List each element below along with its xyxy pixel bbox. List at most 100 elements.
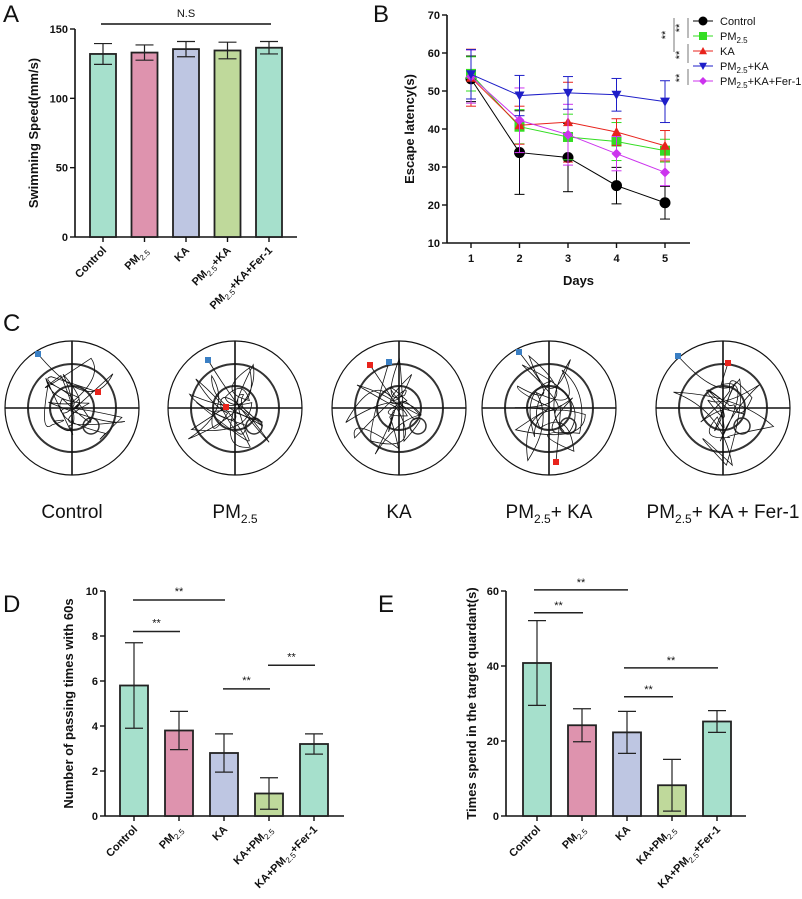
bar (130, 51, 159, 238)
track-label: PM2.5 (212, 502, 258, 526)
significance-label: ** (242, 675, 251, 687)
legend-label: Control (720, 16, 755, 28)
x-axis-label: Days (563, 273, 594, 288)
swim-path (514, 351, 586, 463)
legend-label: PM2.5 (720, 31, 748, 45)
start-marker (205, 357, 211, 363)
panel-c-swim-tracks: Control PM2.5 KA PM2.5+ KA PM2.5+ KA + Fer-1 (4, 340, 800, 526)
track-plot: PM2.5 (167, 340, 303, 526)
y-axis-label: Times spend in the target quardant(s) (464, 587, 479, 819)
y-tick-label: 20 (428, 200, 440, 212)
marker-diamond (660, 167, 670, 178)
significance-label: N.S (177, 8, 195, 20)
bar (89, 53, 117, 238)
y-axis-label: Number of passing times with 60s (61, 598, 76, 808)
marker-triangle-down (660, 97, 670, 107)
swim-path (188, 359, 270, 448)
x-tick-label: 5 (662, 253, 668, 265)
start-marker (675, 353, 681, 359)
y-tick-label: 70 (428, 10, 440, 22)
y-axis-label: Escape latency(s) (402, 74, 417, 184)
marker-circle (659, 197, 671, 209)
marker-triangle-down (611, 90, 622, 100)
marker-triangle-down (514, 91, 525, 101)
significance-label: ** (152, 618, 161, 630)
legend-label: PM2.5+KA (720, 61, 769, 75)
end-marker (223, 404, 229, 410)
marker-triangle-down (563, 88, 573, 98)
panel-letter-d: D (3, 591, 20, 618)
panel-a-swimming-speed-chart: 0 50 100 150 Swimming Speed(mm/s) Control PM2.… (26, 8, 297, 312)
bar (255, 46, 283, 238)
start-marker (386, 359, 392, 365)
panel-letter-b: B (373, 1, 389, 28)
y-tick-label: 50 (56, 163, 68, 175)
track-label: Control (41, 502, 102, 523)
legend: ControlPM2.5KAPM2.5+KAPM2.5+KA+Fer-1****… (660, 16, 801, 90)
marker-circle (698, 16, 708, 26)
significance-label: ** (674, 50, 686, 59)
x-tick-label: PM2.5 (157, 823, 187, 853)
significance-label: ** (674, 73, 686, 82)
track-plot: PM2.5+ KA (481, 340, 617, 526)
end-marker (725, 360, 731, 366)
panel-e-target-quadrant-chart: 0 20 40 60 Times spend in the target quardan… (464, 577, 746, 891)
marker-triangle-up (699, 47, 707, 55)
x-tick-label: Control (104, 824, 140, 860)
significance-label: ** (660, 30, 672, 39)
y-tick-label: 0 (62, 232, 68, 244)
bar (299, 743, 329, 817)
series-pm2-5-ka (466, 49, 670, 124)
end-marker (95, 389, 101, 395)
significance-label: ** (577, 577, 586, 589)
panel-letter-e: E (378, 591, 394, 618)
y-tick-label: 30 (428, 162, 440, 174)
track-label: KA (386, 502, 412, 523)
y-tick-label: 40 (487, 661, 499, 673)
y-tick-label: 20 (487, 736, 499, 748)
panel-b-escape-latency-chart: 10 20 30 40 50 60 70 1 2 3 4 5 Days Escape latency(s)… (402, 10, 801, 288)
y-tick-label: 150 (50, 24, 68, 36)
significance-label: ** (667, 655, 676, 667)
significance-label: ** (644, 684, 653, 696)
x-tick-label: KA+PM2.5 (634, 823, 680, 869)
x-tick-label: 4 (613, 253, 620, 265)
y-tick-label: 60 (487, 586, 499, 598)
platform-circle (733, 417, 751, 435)
marker-triangle-down (466, 70, 476, 80)
swim-path (345, 357, 422, 455)
track-plot: KA (331, 340, 467, 523)
x-tick-label: KA+PM2.5 (231, 823, 277, 869)
marker-triangle-down (699, 62, 707, 70)
panel-letter-a: A (3, 1, 19, 28)
y-tick-label: 0 (92, 811, 98, 823)
end-marker (367, 362, 373, 368)
marker-diamond (611, 148, 622, 159)
y-tick-label: 4 (92, 721, 99, 733)
x-tick-label: PM2.5+KA (190, 245, 235, 290)
x-tick-label: 1 (468, 253, 474, 265)
x-tick-label: 2 (516, 253, 522, 265)
track-plot: Control (4, 340, 140, 523)
marker-triangle-up (660, 140, 670, 150)
legend-label: KA (720, 46, 735, 58)
panel-d-passing-times-chart: 0 2 4 6 8 10 Number of passing times with 60s C… (61, 586, 344, 891)
y-tick-label: 60 (428, 48, 440, 60)
x-tick-label: KA (210, 824, 230, 844)
significance-label: ** (674, 23, 686, 32)
y-axis-label: Swimming Speed(mm/s) (26, 58, 41, 208)
y-tick-label: 100 (50, 93, 68, 105)
x-tick-label: 3 (565, 253, 571, 265)
y-tick-label: 40 (428, 124, 440, 136)
y-tick-label: 2 (92, 766, 98, 778)
y-tick-label: 10 (428, 238, 440, 250)
significance-label: ** (175, 586, 184, 598)
track-label: PM2.5+ KA + Fer-1 (647, 502, 800, 526)
x-tick-label: KA (172, 245, 192, 265)
track-label: PM2.5+ KA (506, 502, 593, 526)
x-tick-label: Control (507, 824, 543, 860)
legend-label: PM2.5+KA+Fer-1 (720, 76, 801, 90)
x-tick-label: PM2.5 (123, 244, 153, 274)
marker-diamond (563, 129, 573, 140)
y-tick-label: 0 (493, 811, 499, 823)
